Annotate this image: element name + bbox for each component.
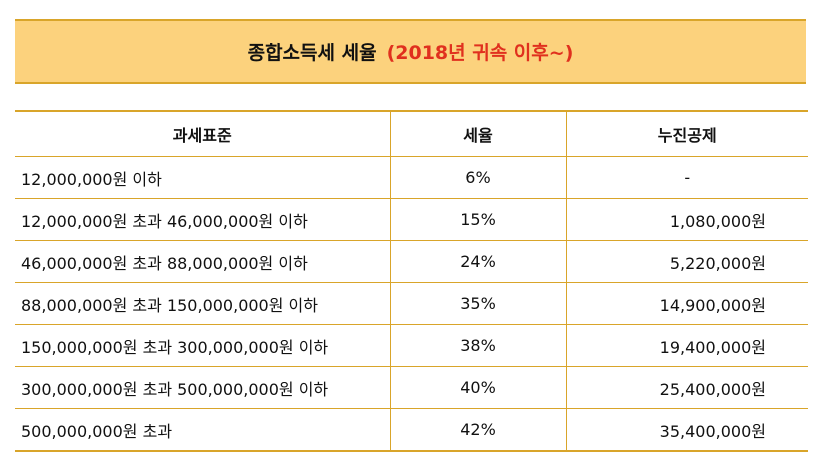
deduction-cell: 19,400,000원 xyxy=(566,324,808,367)
table-row: 12,000,000원 이하 6% - xyxy=(15,156,808,199)
tax-rate-cell: 24% xyxy=(390,240,567,283)
deduction-cell: 25,400,000원 xyxy=(566,366,808,409)
table-row: 88,000,000원 초과 150,000,000원 이하 35% 14,90… xyxy=(15,282,808,325)
tax-rate-cell: 40% xyxy=(390,366,567,409)
table-header-row: 과세표준 세율 누진공제 xyxy=(15,111,808,157)
tax-base-cell: 150,000,000원 초과 300,000,000원 이하 xyxy=(15,324,391,367)
tax-rate-cell: 42% xyxy=(390,408,567,452)
table-row: 300,000,000원 초과 500,000,000원 이하 40% 25,4… xyxy=(15,366,808,409)
header-tax-base: 과세표준 xyxy=(15,111,391,157)
tax-base-cell: 300,000,000원 초과 500,000,000원 이하 xyxy=(15,366,391,409)
tax-base-cell: 46,000,000원 초과 88,000,000원 이하 xyxy=(15,240,391,283)
header-tax-rate: 세율 xyxy=(390,111,567,157)
tax-rate-cell: 35% xyxy=(390,282,567,325)
tax-base-cell: 12,000,000원 이하 xyxy=(15,156,391,199)
deduction-cell: 14,900,000원 xyxy=(566,282,808,325)
title-banner: 종합소득세 세율 (2018년 귀속 이후~) xyxy=(15,19,806,84)
deduction-cell: 5,220,000원 xyxy=(566,240,808,283)
page-title: 종합소득세 세율 xyxy=(247,42,377,64)
tax-base-cell: 88,000,000원 초과 150,000,000원 이하 xyxy=(15,282,391,325)
deduction-cell: 35,400,000원 xyxy=(566,408,808,452)
table-row: 12,000,000원 초과 46,000,000원 이하 15% 1,080,… xyxy=(15,198,808,241)
tax-base-cell: 12,000,000원 초과 46,000,000원 이하 xyxy=(15,198,391,241)
tax-rate-cell: 38% xyxy=(390,324,567,367)
table-row: 500,000,000원 초과 42% 35,400,000원 xyxy=(15,408,808,452)
table-row: 150,000,000원 초과 300,000,000원 이하 38% 19,4… xyxy=(15,324,808,367)
tax-rate-table: 과세표준 세율 누진공제 12,000,000원 이하 6% - 12,000,… xyxy=(15,110,808,452)
tax-base-cell: 500,000,000원 초과 xyxy=(15,408,391,452)
tax-rate-cell: 15% xyxy=(390,198,567,241)
page-subtitle: (2018년 귀속 이후~) xyxy=(386,42,574,64)
deduction-cell: - xyxy=(566,156,808,199)
header-progressive-deduction: 누진공제 xyxy=(657,126,717,145)
deduction-cell: 1,080,000원 xyxy=(566,198,808,241)
tax-rate-cell: 6% xyxy=(390,156,567,199)
table-row: 46,000,000원 초과 88,000,000원 이하 24% 5,220,… xyxy=(15,240,808,283)
